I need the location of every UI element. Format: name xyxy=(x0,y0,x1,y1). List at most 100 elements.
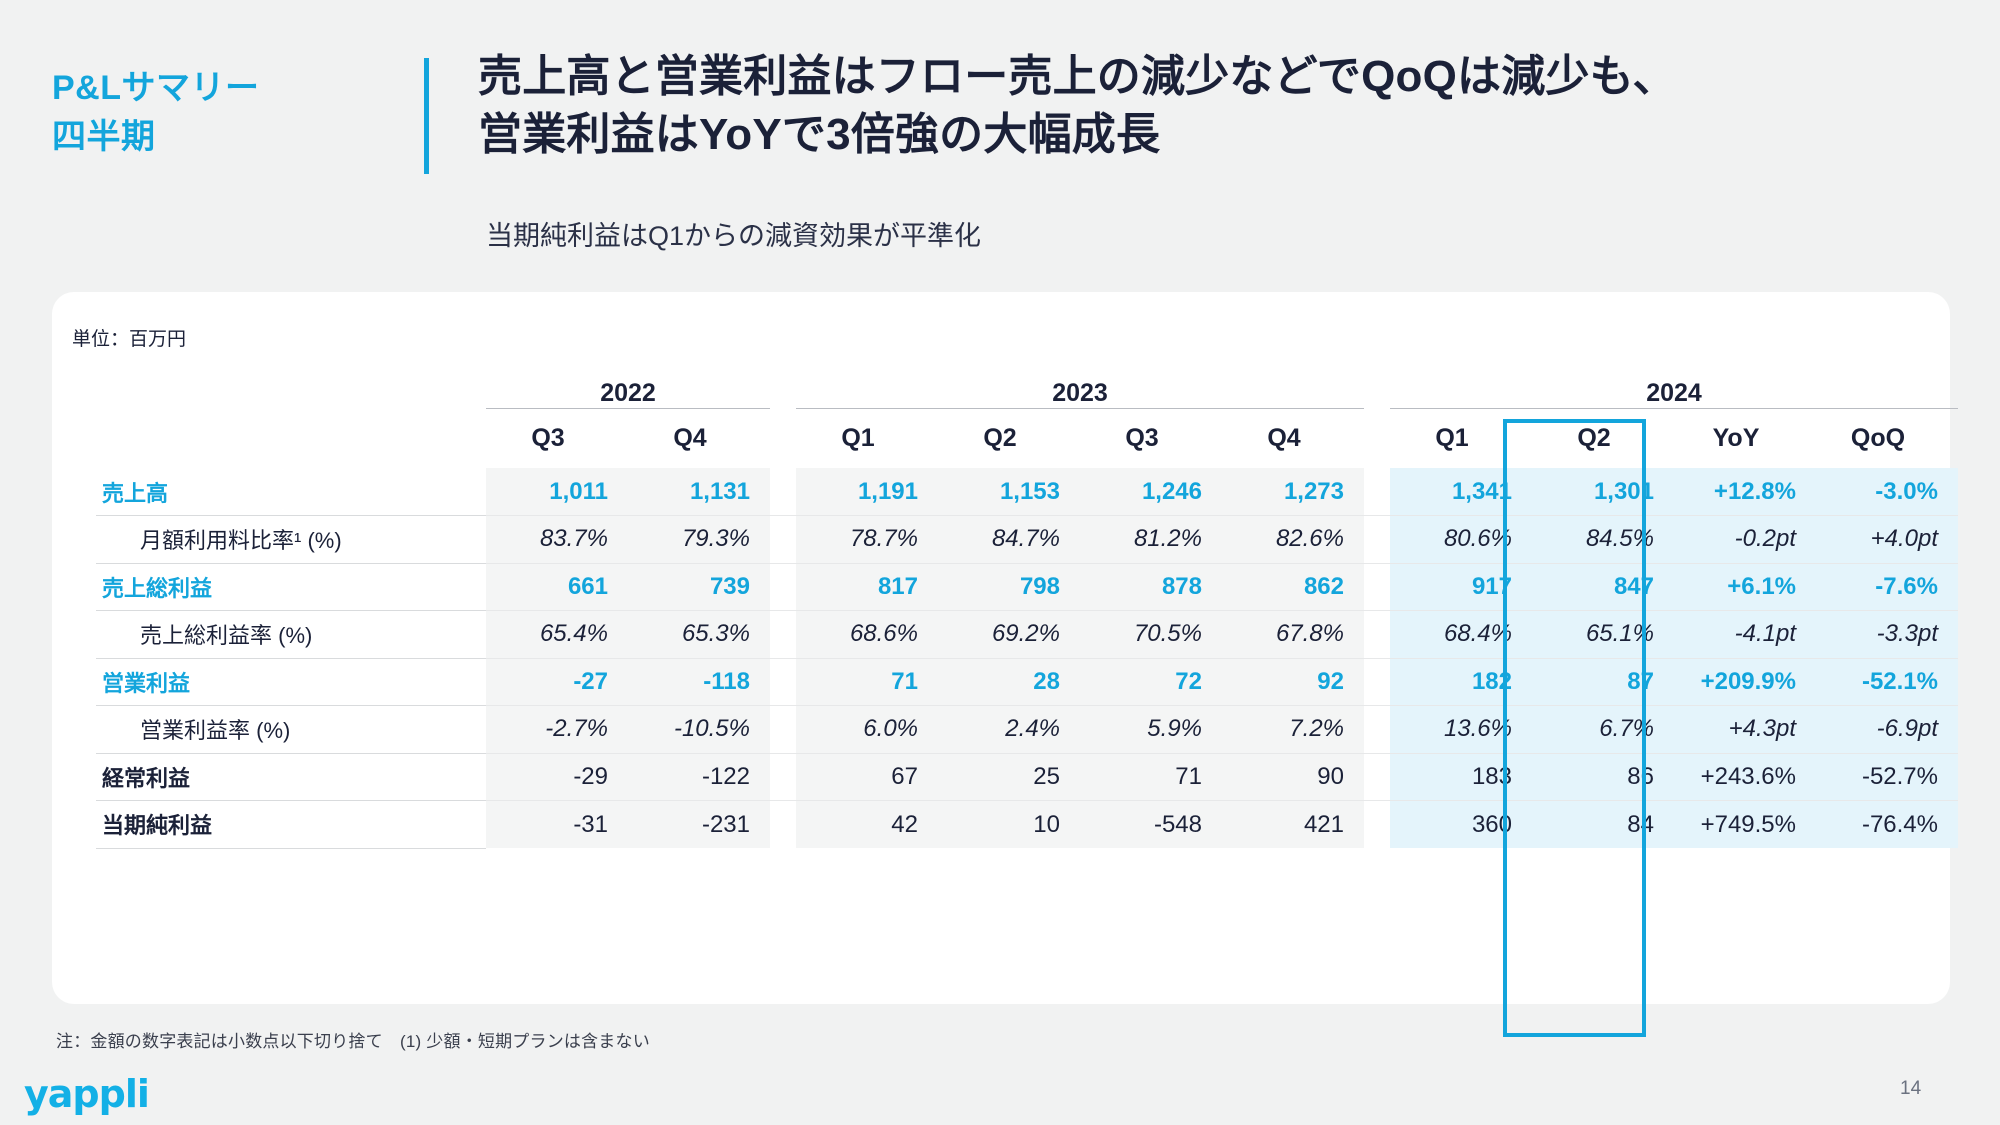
col-header-yoy[interactable]: YoY xyxy=(1712,423,1760,452)
col-header-2023-q2[interactable]: Q2 xyxy=(983,423,1017,452)
quarter-gap-2 xyxy=(1364,408,1390,468)
title-accent-rule xyxy=(424,58,429,174)
year-row-spacer xyxy=(96,360,486,408)
table-cell: 84.5% xyxy=(1532,515,1674,564)
column-gap xyxy=(770,658,796,706)
column-gap xyxy=(770,563,796,611)
page-title: 売上高と営業利益はフロー売上の減少などでQoQは減少も、 営業利益はYoYで3倍… xyxy=(478,48,1677,164)
table-cell: 13.6% xyxy=(1390,705,1532,754)
table-cell: 84 xyxy=(1532,800,1674,848)
col-header-2023-q4[interactable]: Q4 xyxy=(1267,423,1301,452)
col-header-2022-q3[interactable]: Q3 xyxy=(531,423,565,452)
table-cell: -31 xyxy=(486,800,628,848)
table-head: 2022 2023 2024 Q3 Q4 Q1 Q2 Q3 Q4 Q1 xyxy=(96,360,1958,468)
table-cell: 87 xyxy=(1532,658,1674,706)
kicker-line-2: 四半期 xyxy=(52,118,156,157)
year-group-2022: 2022 xyxy=(486,360,770,409)
table-cell: 421 xyxy=(1222,800,1364,848)
col-header-2023-q1[interactable]: Q1 xyxy=(841,423,875,452)
column-gap xyxy=(770,801,796,849)
table-cell: 92 xyxy=(1222,658,1364,706)
table-cell: 70.5% xyxy=(1080,610,1222,659)
table-cell: 82.6% xyxy=(1222,515,1364,564)
logo-text: yappli xyxy=(24,1072,150,1116)
table-cell: 661 xyxy=(486,563,628,611)
table-cell: -0.2pt xyxy=(1674,515,1816,564)
table-cell: +4.3pt xyxy=(1674,705,1816,754)
table-cell: 69.2% xyxy=(938,610,1080,659)
year-gap-1 xyxy=(770,360,796,408)
table-cell: -3.0% xyxy=(1816,468,1958,516)
table-cell: -10.5% xyxy=(628,705,770,754)
table-card: 単位：百万円 2022 2023 2024 Q3 xyxy=(52,292,1958,1037)
pl-table: 2022 2023 2024 Q3 Q4 Q1 Q2 Q3 Q4 Q1 xyxy=(96,360,1958,849)
table-row: 当期純利益 -31 -231 42 10 -548 421 360 84 +749.5% -76.4… xyxy=(96,800,1958,849)
table-row: 売上総利益 661 739 817 798 878 862 917 847 +6.1% -7.6% xyxy=(96,563,1958,611)
column-gap xyxy=(1364,658,1390,706)
column-gap xyxy=(770,753,796,801)
year-group-2024: 2024 xyxy=(1390,360,1958,409)
table-cell: 67.8% xyxy=(1222,610,1364,659)
table-cell: 798 xyxy=(938,563,1080,611)
col-header-2024-q1[interactable]: Q1 xyxy=(1435,423,1469,452)
column-gap xyxy=(1364,753,1390,801)
table-cell: 1,153 xyxy=(938,468,1080,516)
table-body: 売上高 1,011 1,131 1,191 1,153 1,246 1,273 1,341 1,… xyxy=(96,468,1958,849)
table-cell: 86 xyxy=(1532,753,1674,801)
row-label: 経常利益 xyxy=(96,753,486,801)
table-cell: 183 xyxy=(1390,753,1532,801)
table-cell: 65.3% xyxy=(628,610,770,659)
table-cell: 5.9% xyxy=(1080,705,1222,754)
table-cell: -2.7% xyxy=(486,705,628,754)
table-cell: 6.0% xyxy=(796,705,938,754)
table-cell: 1,301 xyxy=(1532,468,1674,516)
col-header-2024-q2[interactable]: Q2 xyxy=(1577,423,1611,452)
page-number: 14 xyxy=(1900,1078,1922,1099)
column-gap xyxy=(1364,610,1390,659)
row-label: 月額利用料比率¹ (%) xyxy=(96,515,486,564)
table-cell: -76.4% xyxy=(1816,800,1958,848)
table-cell: -4.1pt xyxy=(1674,610,1816,659)
table-cell: 1,011 xyxy=(486,468,628,516)
quarter-gap-1 xyxy=(770,408,796,468)
unit-note: 単位：百万円 xyxy=(72,329,187,350)
table-cell: 90 xyxy=(1222,753,1364,801)
table-cell: 862 xyxy=(1222,563,1364,611)
table-cell: 83.7% xyxy=(486,515,628,564)
row-label: 営業利益 xyxy=(96,658,486,706)
row-label: 営業利益率 (%) xyxy=(96,705,486,754)
table-cell: 1,341 xyxy=(1390,468,1532,516)
column-gap xyxy=(770,515,796,564)
table-cell: 10 xyxy=(938,800,1080,848)
table-cell: -122 xyxy=(628,753,770,801)
table-cell: 65.1% xyxy=(1532,610,1674,659)
table-cell: 25 xyxy=(938,753,1080,801)
col-header-qoq[interactable]: QoQ xyxy=(1850,423,1906,452)
col-header-2023-q3[interactable]: Q3 xyxy=(1125,423,1159,452)
title-line-1: 売上高と営業利益はフロー売上の減少などでQoQは減少も、 xyxy=(478,52,1677,101)
col-header-2022-q4[interactable]: Q4 xyxy=(673,423,707,452)
table-cell: 182 xyxy=(1390,658,1532,706)
table-cell: -118 xyxy=(628,658,770,706)
table-cell: +243.6% xyxy=(1674,753,1816,801)
quarter-header-row: Q3 Q4 Q1 Q2 Q3 Q4 Q1 Q2 YoY QoQ xyxy=(96,408,1958,468)
column-gap xyxy=(1364,563,1390,611)
row-label: 売上高 xyxy=(96,468,486,516)
table-row: 営業利益率 (%) -2.7% -10.5% 6.0% 2.4% 5.9% 7.2% 13.6… xyxy=(96,705,1958,754)
table-cell: 360 xyxy=(1390,800,1532,848)
table-row: 売上高 1,011 1,131 1,191 1,153 1,246 1,273 1,341 1,… xyxy=(96,468,1958,516)
kicker-line-1: P&Lサマリー xyxy=(52,69,260,107)
footnote: 注：金額の数字表記は小数点以下切り捨て (1) 少額・短期プランは含まない xyxy=(56,1032,650,1051)
table-cell: 917 xyxy=(1390,563,1532,611)
slide-header: P&Lサマリー 四半期 売上高と営業利益はフロー売上の減少などでQoQは減少も、… xyxy=(0,46,2000,251)
table-row: 売上総利益率 (%) 65.4% 65.3% 68.6% 69.2% 70.5% 67.8%… xyxy=(96,610,1958,659)
table-cell: -52.7% xyxy=(1816,753,1958,801)
table-cell: -548 xyxy=(1080,800,1222,848)
table-cell: -7.6% xyxy=(1816,563,1958,611)
row-label: 売上総利益 xyxy=(96,563,486,611)
table-cell: 1,131 xyxy=(628,468,770,516)
table-cell: +4.0pt xyxy=(1816,515,1958,564)
table-cell: -52.1% xyxy=(1816,658,1958,706)
table-row: 月額利用料比率¹ (%) 83.7% 79.3% 78.7% 84.7% 81.2% 82.… xyxy=(96,515,1958,564)
